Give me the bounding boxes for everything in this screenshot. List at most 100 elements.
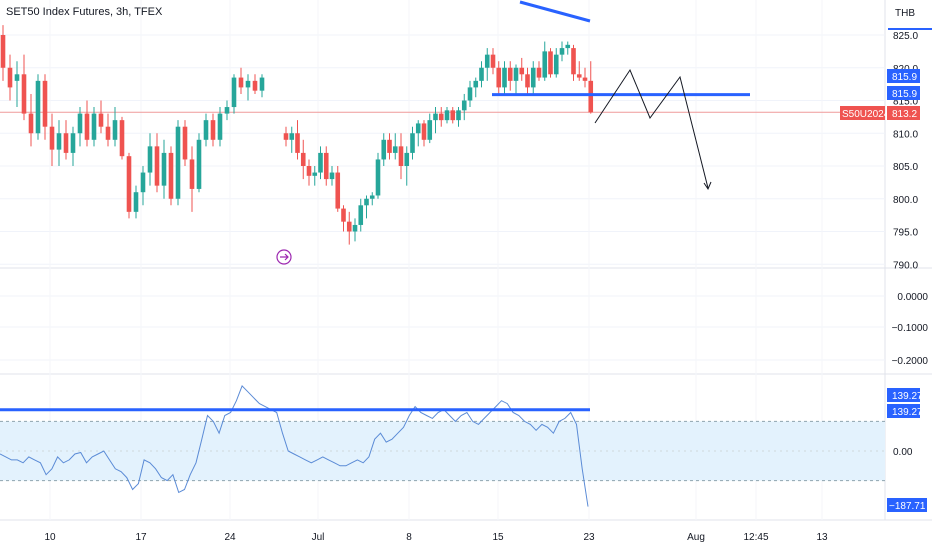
candle-body xyxy=(341,208,346,222)
candle-body xyxy=(502,67,507,88)
candle-body xyxy=(63,133,69,153)
candle-body xyxy=(456,110,461,121)
candle-body xyxy=(28,113,34,134)
level-tag-bg xyxy=(887,69,920,83)
candle-body xyxy=(571,48,576,75)
level-tag-label: 815.9 xyxy=(892,72,917,83)
candle-body xyxy=(479,67,484,81)
candle-body xyxy=(182,126,188,160)
candle-body xyxy=(335,172,341,209)
candle-body xyxy=(525,74,530,88)
candle-body xyxy=(329,172,335,180)
cci-last-tag-label: −187.71 xyxy=(889,501,926,512)
candle-body xyxy=(231,77,237,108)
level-tag-bg xyxy=(887,86,920,100)
candle-body xyxy=(312,172,318,176)
chart-title: SET50 Index Futures, 3h, TFEX xyxy=(6,6,163,18)
time-axis-label: 23 xyxy=(583,532,595,543)
candle-body xyxy=(582,77,588,81)
candle-body xyxy=(259,77,265,91)
candle-body xyxy=(147,146,153,173)
time-axis-label: 10 xyxy=(44,532,56,543)
time-axis-label: Jul xyxy=(312,532,325,543)
candle-body xyxy=(84,113,90,140)
candle-body xyxy=(530,67,536,88)
candle-body xyxy=(126,156,132,212)
candle-body xyxy=(358,205,364,225)
candle-body xyxy=(318,152,323,173)
price-tick-label: 825.0 xyxy=(893,31,918,42)
candle-body xyxy=(542,51,548,78)
time-axis-label: Aug xyxy=(687,532,705,543)
candle-body xyxy=(519,67,525,75)
cci-line xyxy=(0,384,589,507)
candle-body xyxy=(559,48,565,55)
currency-label[interactable]: THB xyxy=(895,8,915,19)
candle-body xyxy=(56,133,62,150)
candle-body xyxy=(295,133,300,153)
price-tick-label: 805.0 xyxy=(893,162,918,173)
candle-body xyxy=(415,123,421,134)
price-tick-label: 790.0 xyxy=(893,260,918,271)
candle-body xyxy=(381,139,387,160)
candle-body xyxy=(496,67,502,88)
candle-body xyxy=(387,139,392,153)
time-axis-label: 15 xyxy=(492,532,504,543)
candle-body xyxy=(467,87,473,101)
trendline-drawing xyxy=(519,0,591,23)
candle-body xyxy=(427,120,433,140)
candle-body xyxy=(300,152,306,166)
candle-body xyxy=(203,120,209,140)
price-tick-label: 800.0 xyxy=(893,195,918,206)
candle-body xyxy=(98,113,104,127)
candle-body xyxy=(35,80,41,134)
symbol-tag-label: S50U2024 xyxy=(842,109,890,120)
candle-body xyxy=(444,110,450,121)
candle-body xyxy=(375,159,381,196)
candle-body xyxy=(461,100,467,111)
time-axis-label: 17 xyxy=(135,532,147,543)
candle-body xyxy=(161,152,167,186)
candle-body xyxy=(245,80,251,88)
cci-level-tag-bg xyxy=(887,404,920,418)
cci-level-tag-label: 139.27 xyxy=(892,391,923,402)
candle-body xyxy=(196,139,202,189)
candle-body xyxy=(91,113,97,140)
candle-body xyxy=(450,110,456,121)
candle-body xyxy=(21,74,27,114)
candle-body xyxy=(507,67,513,81)
candle-body xyxy=(49,126,55,150)
candle-body xyxy=(548,51,553,75)
cci-level-tag-label: 139.27 xyxy=(892,407,923,418)
candle-body xyxy=(369,195,375,199)
candle-body xyxy=(77,113,83,134)
candle-body xyxy=(70,133,76,153)
candle-body xyxy=(119,120,125,157)
candle-body xyxy=(588,80,594,113)
price-tick-label: 795.0 xyxy=(893,228,918,239)
candle-body xyxy=(433,113,438,121)
candle-body xyxy=(238,77,244,88)
candle-body xyxy=(392,146,398,153)
middle-tick-label: −0.1000 xyxy=(892,323,929,334)
last-price-tag-label: 813.2 xyxy=(892,109,917,120)
candle-body xyxy=(154,146,160,186)
cci-last-tag-bg xyxy=(887,498,927,512)
candle-body xyxy=(105,126,111,140)
cci-tick-label: 0.00 xyxy=(893,447,913,458)
candle-body xyxy=(553,54,559,75)
last-price-tag-bg xyxy=(887,106,920,120)
candle-body xyxy=(189,159,195,189)
candle-body xyxy=(438,113,444,121)
candle-body xyxy=(210,120,216,140)
candle-body xyxy=(490,54,496,68)
candle-body xyxy=(252,80,258,91)
time-axis-label: 12:45 xyxy=(743,532,768,543)
cci-band xyxy=(0,421,885,481)
candle-body xyxy=(398,146,404,166)
price-tick-label: 815.0 xyxy=(893,97,918,108)
level-tag-label: 815.9 xyxy=(892,89,917,100)
candle-body xyxy=(283,133,289,140)
